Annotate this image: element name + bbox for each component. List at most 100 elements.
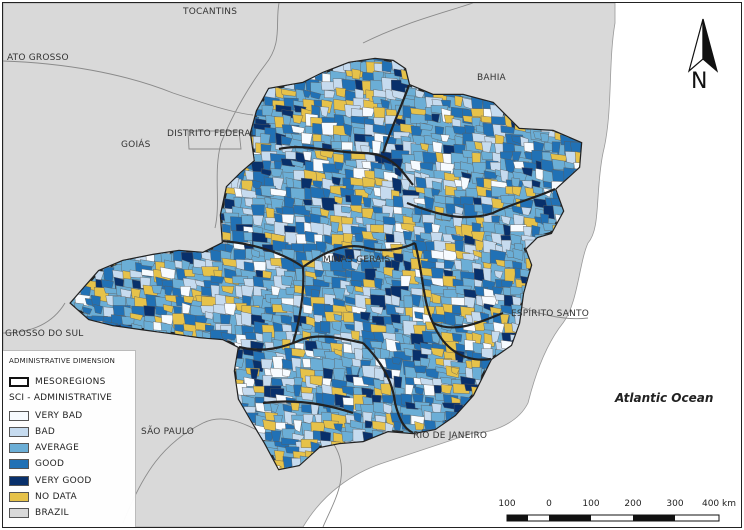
municipality-cell [572, 432, 581, 444]
legend-label: AVERAGE [35, 443, 80, 454]
municipality-cell [412, 459, 430, 469]
scale-label: 100 [498, 499, 516, 509]
municipality-cell [441, 459, 456, 469]
municipality-cell [362, 71, 375, 82]
municipality-cell [312, 278, 330, 288]
legend-title: ADMINISTRATIVE DIMENSION [9, 357, 116, 365]
municipality-cell [554, 393, 569, 405]
municipality-cell [503, 457, 521, 469]
municipality-cell [561, 368, 580, 380]
municipality-cell [551, 458, 568, 469]
scale-label: 0 [546, 499, 552, 509]
municipality-cell [382, 216, 397, 226]
municipality-cell [479, 456, 490, 469]
municipality-cell [371, 260, 381, 269]
legend-swatch [9, 508, 29, 519]
municipality-cell [362, 176, 376, 187]
legend-label: BRAZIL [35, 508, 69, 519]
municipality-cell [580, 322, 581, 332]
municipality-cell [521, 167, 533, 177]
legend-swatch [9, 475, 29, 486]
municipality-cell [554, 351, 565, 363]
municipality-cell [210, 275, 225, 284]
municipality-cell [585, 276, 602, 288]
municipality-cell [360, 311, 371, 322]
municipality-cell [544, 412, 558, 425]
municipality-cell [381, 465, 396, 469]
municipality-cell [544, 356, 561, 368]
municipality-cell [411, 213, 422, 224]
municipality-cell [564, 360, 581, 370]
municipality-cell [540, 378, 557, 394]
municipality-cell [499, 441, 516, 453]
municipality-cell [521, 206, 532, 216]
municipality-cell [391, 356, 402, 365]
municipality-cell [343, 123, 353, 137]
municipality-cell [535, 168, 545, 181]
municipality-cell [573, 384, 581, 401]
legend-swatch [9, 426, 29, 437]
municipality-cell [431, 293, 441, 304]
municipality-cell [430, 132, 443, 142]
label-atlantic-ocean: Atlantic Ocean [615, 391, 714, 405]
municipality-cell [581, 378, 597, 388]
label-espirito-santo: ESPÍRITO SANTO [511, 309, 589, 319]
municipality-cell [571, 403, 581, 417]
municipality-cell [272, 356, 284, 371]
municipality-cell [371, 232, 386, 242]
municipality-cell [240, 311, 253, 327]
municipality-cell [454, 459, 466, 469]
legend-label: GOOD [35, 459, 65, 470]
municipality-cell [322, 222, 333, 236]
municipality-cell [302, 304, 313, 315]
municipality-cell [564, 375, 576, 385]
municipality-cell [400, 223, 417, 233]
label-rio-de-janeiro: RIO DE JANEIRO [413, 431, 488, 441]
municipality-cell [524, 423, 541, 439]
municipality-cell [475, 459, 487, 469]
municipality-cell [551, 431, 563, 440]
municipality-cell [483, 170, 499, 179]
municipality-cell [454, 95, 464, 107]
legend-label: VERY BAD [35, 410, 83, 421]
municipality-cell [330, 221, 340, 234]
municipality-cell [581, 268, 596, 278]
municipality-cell [580, 466, 581, 469]
municipality-cell [562, 428, 576, 444]
municipality-cell [485, 438, 500, 447]
municipality-cell [582, 405, 600, 418]
municipality-cell [560, 384, 571, 398]
municipality-cell [512, 186, 522, 197]
municipality-cell [432, 141, 443, 154]
municipality-cell [500, 469, 509, 478]
municipality-cell [285, 287, 296, 295]
municipality-cell [341, 385, 355, 396]
municipality-cell [573, 358, 581, 371]
municipality-cell [292, 114, 304, 124]
municipality-cell [500, 215, 511, 225]
municipality-cell [564, 395, 581, 405]
municipality-cell [221, 285, 235, 295]
municipality-cell [481, 295, 498, 306]
municipality-cell [129, 312, 144, 321]
label-goias: GOIÁS [121, 140, 151, 150]
municipality-cell [302, 151, 312, 162]
municipality-cell [433, 466, 449, 469]
municipality-cell [290, 159, 304, 168]
municipality-cell [533, 455, 552, 468]
municipality-cell [183, 295, 195, 304]
municipality-cell [291, 348, 307, 358]
municipality-cell [454, 446, 464, 461]
municipality-cell [535, 387, 547, 402]
municipality-cell [564, 405, 577, 421]
municipality-cell [504, 268, 517, 284]
label-minas-gerais: MINAS GERAIS [323, 255, 391, 265]
municipality-cell [520, 449, 538, 459]
legend-swatch [9, 459, 29, 470]
municipality-cell [574, 464, 581, 469]
municipality-cell [461, 456, 474, 469]
municipality-cell [301, 392, 314, 401]
north-label: N [691, 69, 708, 94]
municipality-cell [554, 340, 564, 357]
municipality-cell [350, 330, 360, 341]
